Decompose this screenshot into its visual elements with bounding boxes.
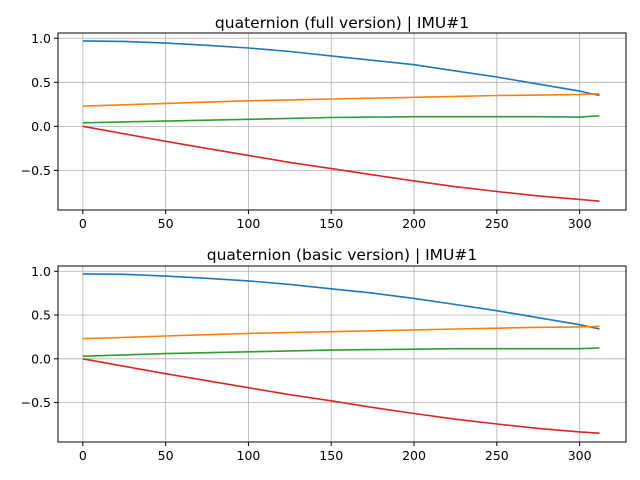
axes-frame <box>57 32 627 211</box>
subplot-basic-version: quaternion (basic version) | IMU#1 0 50 10… <box>21 246 627 463</box>
y-tick-label: 0.0 <box>31 119 51 134</box>
chart-title: quaternion (full version) | IMU#1 <box>215 14 469 32</box>
y-tick-label: −0.5 <box>21 163 51 178</box>
x-tick-label: 100 <box>237 448 261 463</box>
y-tick-label: 0.0 <box>31 351 51 366</box>
y-tick-label: −0.5 <box>21 395 51 410</box>
series-line-3 <box>82 115 600 124</box>
x-tick-label: 100 <box>237 216 261 231</box>
series-line-2 <box>82 325 600 340</box>
series-line-4 <box>82 125 600 202</box>
y-tick-label: 1.0 <box>31 31 51 46</box>
x-tick-label: 50 <box>158 448 174 463</box>
axes-frame <box>57 265 627 443</box>
series-line-4 <box>82 358 600 434</box>
x-tick-label: 250 <box>485 448 509 463</box>
x-tick-label: 0 <box>79 216 87 231</box>
x-tick-label: 200 <box>402 448 426 463</box>
y-tick-label: 0.5 <box>31 308 51 323</box>
x-tick-label: 150 <box>319 448 343 463</box>
x-tick-label: 50 <box>158 216 174 231</box>
y-tick-label: 0.5 <box>31 75 51 90</box>
x-tick-label: 300 <box>568 448 592 463</box>
x-tick-label: 250 <box>485 216 509 231</box>
series-line-1 <box>82 273 600 330</box>
series-line-3 <box>82 347 600 357</box>
x-tick-label: 150 <box>319 216 343 231</box>
x-tick-label: 300 <box>568 216 592 231</box>
chart-title: quaternion (basic version) | IMU#1 <box>207 246 478 264</box>
y-tick-label: 1.0 <box>31 264 51 279</box>
x-tick-label: 0 <box>79 448 87 463</box>
x-tick-label: 200 <box>402 216 426 231</box>
subplot-full-version: quaternion (full version) | IMU#1 0 50 100… <box>21 14 627 231</box>
series-line-1 <box>82 40 600 97</box>
series-line-2 <box>82 93 600 107</box>
